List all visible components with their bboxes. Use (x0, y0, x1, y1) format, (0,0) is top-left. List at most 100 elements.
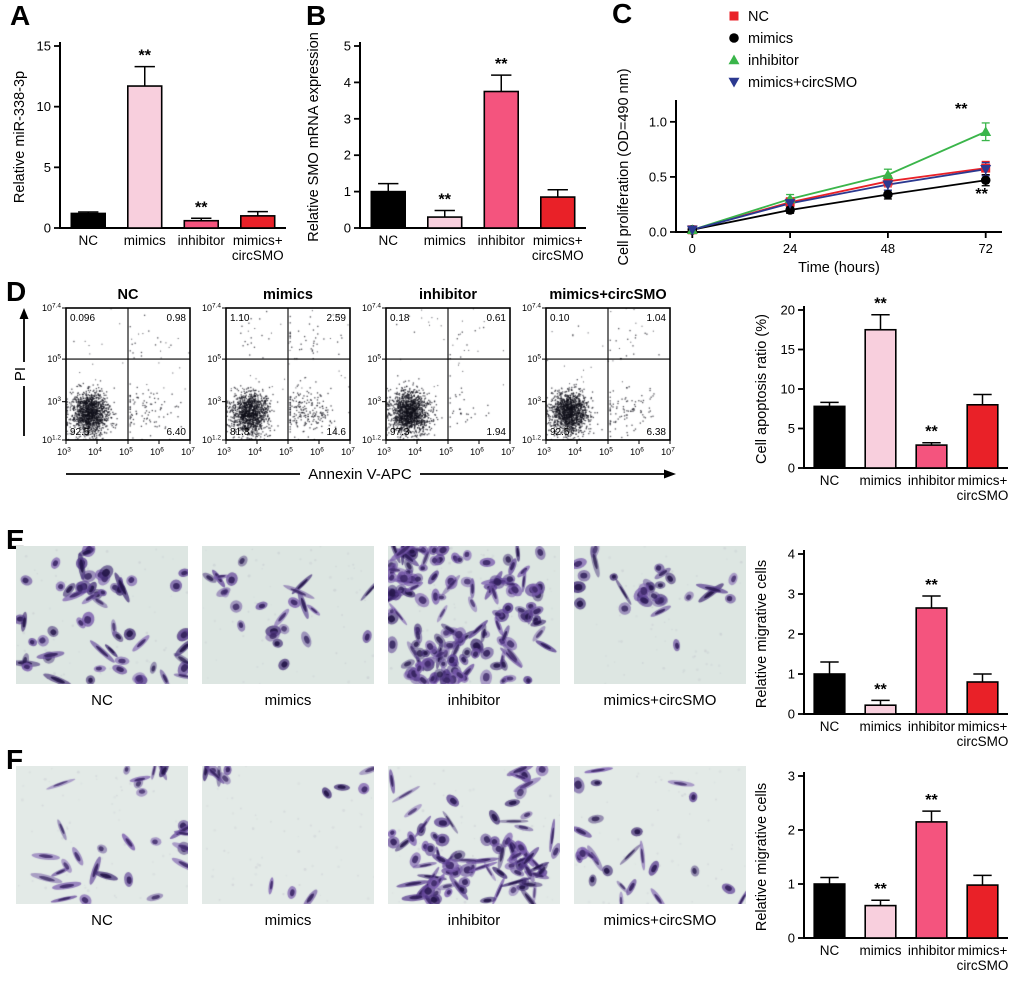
y-tick-label: 5 (344, 39, 351, 54)
flow-x-axis-title: Annexin V-APC (308, 466, 412, 483)
transwell-image-mimics (202, 546, 374, 684)
panel-a-bar-svg: 0 5 10 15 Relative miR-338-3p NC ** mimics ** inh… (12, 39, 286, 263)
bar-mimics (864, 704, 897, 715)
y-tick-label: 0 (788, 707, 795, 722)
flow-y-tick-label: 105 (367, 354, 381, 365)
x-tick-label: 48 (881, 241, 895, 256)
bar-mimics (127, 85, 163, 229)
panel-d-bar-svg: 0 5 10 15 20 Cell apoptosis ratio (%) NC ** mimi… (754, 296, 1009, 503)
significance-label: ** (139, 48, 152, 65)
category-label: circSMO (957, 488, 1009, 503)
y-tick-label: 5 (788, 421, 795, 436)
y-tick-label: 3 (344, 111, 351, 126)
legend-label: mimics+circSMO (748, 75, 857, 91)
panel-b-bar-svg: 0 1 2 3 4 5 Relative SMO mRNA expression NC ** mi… (306, 32, 586, 263)
flow-scatter-mimics-circsmo (546, 308, 670, 440)
y-tick-label: 0.0 (649, 225, 667, 240)
flow-plot-title: inhibitor (419, 287, 477, 303)
flow-y-axis-title: PI (12, 367, 29, 381)
bar-inhibitor (915, 444, 948, 469)
y-tick-label: 0 (44, 221, 51, 236)
transwell-image-mimics (202, 766, 374, 904)
bar-inhibitor (183, 219, 220, 229)
transwell-image-label: mimics+circSMO (603, 912, 717, 929)
transwell-image-mimics-circsmo (574, 546, 746, 684)
significance-label: ** (925, 577, 938, 594)
flow-scatter-mimics (226, 308, 350, 440)
bar-mimics (864, 904, 897, 939)
bar-inhibitor (483, 90, 520, 229)
flow-y-tick-label: 101.2 (202, 435, 221, 446)
flow-x-tick-label: 106 (630, 447, 644, 458)
transwell-image-label: mimics (264, 692, 312, 709)
flow-y-tick-label: 107.4 (362, 303, 381, 314)
panel-label-d: D (6, 276, 27, 307)
transwell-image-label: NC (91, 912, 113, 929)
flow-x-tick-label: 103 (217, 447, 231, 458)
y-tick-label: 10 (781, 382, 795, 397)
category-label: inhibitor (908, 719, 956, 734)
flow-y-tick-label: 103 (367, 396, 381, 407)
y-axis-title: Relative migrative cells (754, 783, 770, 931)
flow-y-tick-label: 107.4 (202, 303, 221, 314)
y-tick-label: 3 (788, 587, 795, 602)
panel-c-line-svg: 0.0 0.5 1.0 0 24 48 72 Time (hours) Cell prolife… (616, 9, 1002, 276)
y-axis-title: Cell apoptosis ratio (%) (754, 314, 770, 464)
bar-mimics-circsmo (240, 215, 276, 229)
significance-label: ** (925, 424, 938, 441)
bar-mimics-circsmo (966, 404, 999, 469)
category-label: inhibitor (908, 943, 956, 958)
category-label: NC (820, 473, 840, 488)
bar-mimics (427, 216, 463, 229)
flow-y-tick-label: 105 (527, 354, 541, 365)
category-label: inhibitor (178, 233, 226, 248)
bar-nc (70, 212, 107, 229)
y-tick-label: 1 (788, 667, 795, 682)
bar-nc (813, 883, 846, 939)
transwell-image-nc (16, 546, 188, 684)
flow-x-tick-label: 105 (279, 447, 293, 458)
significance-label: ** (925, 792, 938, 809)
legend-label: NC (748, 9, 769, 25)
category-label: mimics+ (958, 719, 1008, 734)
category-label: inhibitor (908, 473, 956, 488)
flow-x-tick-label: 106 (150, 447, 164, 458)
flow-y-tick-label: 101.2 (42, 435, 61, 446)
flow-x-tick-label: 103 (57, 447, 71, 458)
flow-x-tick-label: 105 (119, 447, 133, 458)
flow-x-tick-label: 106 (310, 447, 324, 458)
category-label: mimics (424, 233, 466, 248)
transwell-image-label: inhibitor (447, 912, 501, 929)
y-tick-label: 3 (788, 769, 795, 784)
category-label: NC (379, 233, 399, 248)
flow-y-tick-label: 101.2 (522, 435, 541, 446)
flow-x-tick-label: 103 (377, 447, 391, 458)
y-axis-title: Cell proliferation (OD=490 nm) (616, 68, 632, 265)
transwell-image-mimics-circsmo (574, 766, 746, 904)
y-tick-label: 1.0 (649, 114, 667, 129)
x-axis-title: Time (hours) (798, 260, 880, 276)
category-label: mimics+ (958, 943, 1008, 958)
panel-e-transwell-images: NC mimics inhibitor mimics+circSMO (8, 540, 750, 730)
category-label: mimics+ (233, 233, 283, 248)
flow-y-tick-label: 105 (207, 354, 221, 365)
significance-label: ** (874, 881, 887, 898)
panel-e-bar-svg: 0 1 2 3 4 Relative migrative cells NC ** mimics *… (754, 547, 1008, 750)
y-tick-label: 0.5 (649, 169, 667, 184)
panel-label-b: B (306, 0, 327, 31)
panel-label-a: A (10, 0, 31, 31)
y-tick-label: 2 (788, 627, 795, 642)
flow-plot-title: mimics (263, 287, 313, 303)
y-tick-label: 10 (37, 99, 51, 114)
panel-b-bar-chart: 0 1 2 3 4 5 Relative SMO mRNA expression NC ** mi… (302, 6, 600, 274)
flow-y-tick-label: 103 (207, 396, 221, 407)
x-tick-label: 24 (783, 241, 797, 256)
panel-e-migration-bar-chart: 0 1 2 3 4 Relative migrative cells NC ** mimics *… (750, 530, 1020, 762)
significance-label: ** (495, 56, 508, 73)
y-axis-title: Relative miR-338-3p (12, 71, 28, 203)
flow-x-tick-label: 104 (248, 447, 262, 458)
panel-f-transwell-images: NC mimics inhibitor mimics+circSMO (8, 760, 750, 950)
category-label: mimics (860, 943, 902, 958)
category-label: NC (79, 233, 99, 248)
